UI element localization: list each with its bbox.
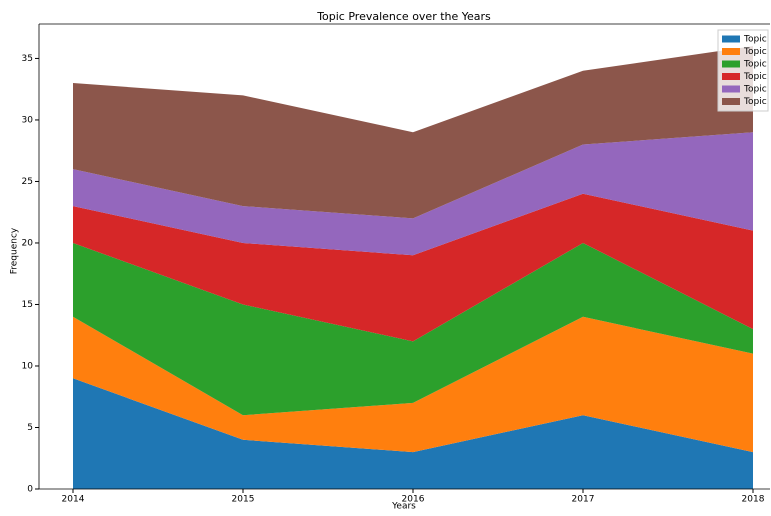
x-tick-label: 2014: [62, 495, 85, 505]
x-tick-label: 2015: [232, 495, 255, 505]
y-tick-label: 25: [22, 177, 33, 187]
y-tick-label: 35: [22, 54, 33, 64]
legend-swatch: [722, 35, 740, 43]
x-tick-label: 2017: [572, 495, 595, 505]
y-tick-label: 20: [22, 238, 34, 248]
area: [73, 46, 753, 219]
x-axis-label: Years: [391, 502, 416, 512]
legend-swatch: [722, 48, 740, 55]
legend-swatch: [722, 98, 740, 105]
area: [73, 132, 753, 256]
legend-label: Topic: [743, 60, 767, 70]
y-tick-label: 0: [27, 485, 33, 495]
legend-swatch: [722, 85, 740, 93]
legend-label: Topic: [743, 72, 767, 82]
chart-title: Topic Prevalence over the Years: [316, 10, 491, 23]
legend-label: Topic: [743, 85, 767, 95]
legend-label: Topic: [743, 97, 767, 107]
area: [73, 378, 753, 489]
x-tick-label: 2016: [402, 495, 425, 505]
y-tick-label: 5: [27, 423, 33, 433]
legend-swatch: [722, 73, 740, 80]
y-tick-label: 30: [22, 115, 34, 125]
area: [73, 193, 753, 342]
legend-label: Topic: [743, 35, 767, 45]
y-tick-label: 15: [22, 300, 33, 310]
legend-box: [717, 29, 769, 112]
area: [73, 242, 753, 416]
y-axis-label: Frequency: [10, 227, 20, 274]
legend-label: Topic: [743, 47, 767, 57]
y-tick-label: 10: [22, 361, 34, 371]
x-tick-label: 2018: [742, 495, 765, 505]
legend-swatch: [722, 60, 740, 68]
area: [73, 316, 753, 453]
